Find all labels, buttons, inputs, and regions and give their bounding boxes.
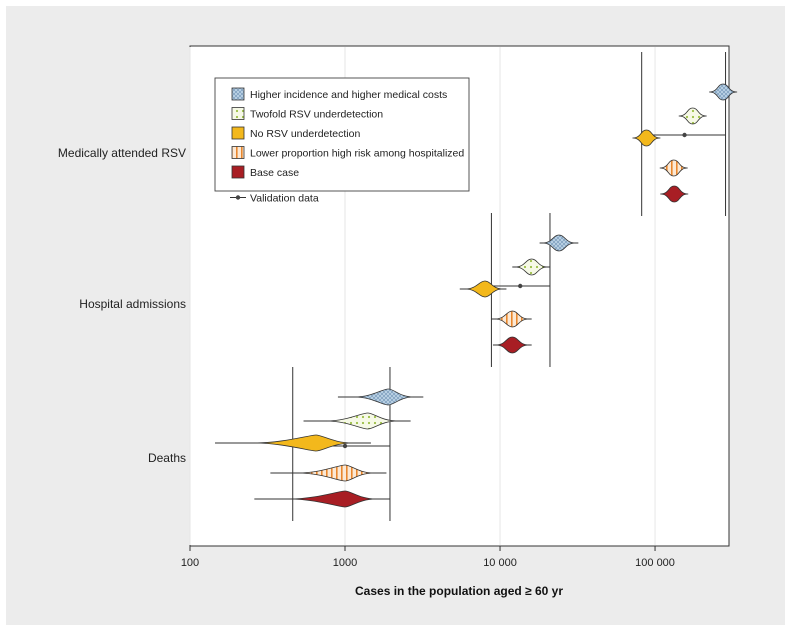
x-tick-label: 1000 — [333, 557, 357, 569]
legend-label: Twofold RSV underdetection — [250, 109, 383, 121]
legend-box — [214, 77, 470, 192]
validation-point — [342, 443, 348, 449]
legend-label: Higher incidence and higher medical cost… — [250, 89, 447, 101]
x-tick-label: 10 000 — [483, 557, 517, 569]
category-label: Hospital admissions — [79, 297, 186, 311]
x-axis-title: Cases in the population aged ≥ 60 yr — [355, 584, 563, 598]
violin-twofold — [678, 107, 707, 125]
legend-swatch-twofold — [231, 107, 245, 120]
legend-label: Lower proportion high risk among hospita… — [250, 148, 464, 160]
legend-validation-point — [235, 195, 241, 200]
legend-swatch-lower_prop — [231, 146, 245, 159]
validation-point — [518, 283, 523, 289]
legend-swatch-higher_incidence — [231, 87, 245, 101]
legend-swatch-base — [231, 165, 245, 179]
violin-chart: 100 1000 10 000 100 000 Medically attended … — [58, 45, 738, 598]
x-tick-label: 100 000 — [635, 557, 675, 569]
legend-label: No RSV underdetection — [250, 128, 360, 140]
legend-validation-label: Validation data — [250, 193, 319, 205]
legend-label: Base case — [250, 167, 299, 179]
category-label: Medically attended RSV — [58, 146, 186, 160]
figure-panel: 100 1000 10 000 100 000 Medically attended … — [6, 6, 785, 625]
category-label: Deaths — [148, 451, 186, 465]
violin-twofold — [326, 412, 398, 430]
legend-swatch-no_under — [231, 126, 245, 140]
violin-higher_incidence — [709, 83, 738, 101]
validation-point — [682, 132, 687, 138]
violin-higher_incidence — [542, 234, 576, 252]
legend: Higher incidence and higher medical cost… — [214, 77, 470, 205]
violin-lower_prop — [659, 159, 688, 177]
x-tick-label: 100 — [181, 557, 199, 569]
